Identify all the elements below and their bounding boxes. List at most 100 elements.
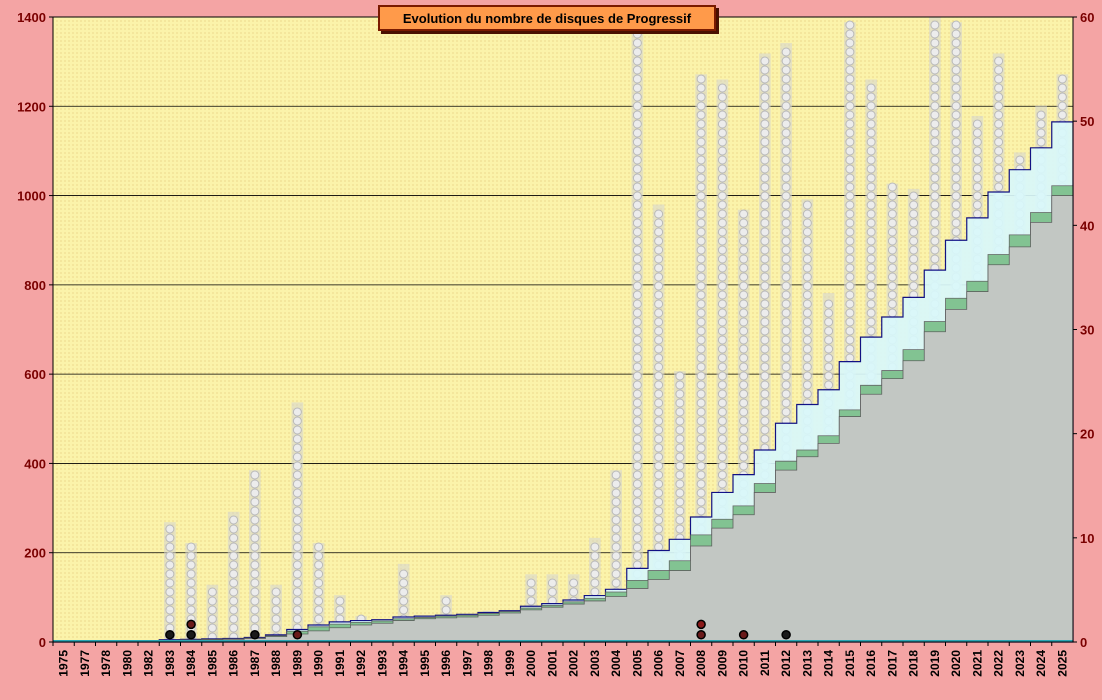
column-dot: [696, 497, 706, 507]
column-dot: [186, 551, 196, 561]
column-dot: [717, 398, 727, 408]
column-dot: [654, 497, 664, 507]
column-dot: [717, 344, 727, 354]
column-dot: [930, 128, 940, 138]
column-dot: [654, 452, 664, 462]
column-dot: [781, 119, 791, 129]
column-dot: [717, 362, 727, 372]
column-dot: [802, 263, 812, 273]
column-dot: [845, 263, 855, 273]
column-dot: [930, 236, 940, 246]
column-dot: [760, 245, 770, 255]
column-dot: [292, 470, 302, 480]
x-tick-label-2018: 2018: [907, 650, 921, 677]
column-dot: [781, 263, 791, 273]
axes-layer: 0 200 400 600 800 1000 1200 1400 0 10 20 30 40 50 60 19…: [17, 10, 1094, 677]
x-tick-label-2016: 2016: [864, 650, 878, 677]
column-dot: [696, 137, 706, 147]
column-dot: [654, 371, 664, 381]
column-dot: [717, 443, 727, 453]
column-dot: [696, 317, 706, 327]
column-dot: [314, 542, 324, 552]
column-dot: [696, 263, 706, 273]
column-dot: [717, 452, 727, 462]
column-dot: [760, 200, 770, 210]
area-series-0: [53, 195, 1074, 643]
column-dot: [972, 128, 982, 138]
column-dot: [972, 191, 982, 201]
column-dot: [250, 614, 260, 624]
column-dot: [845, 182, 855, 192]
column-dot: [292, 497, 302, 507]
column-dot: [951, 137, 961, 147]
column-dot: [654, 461, 664, 471]
column-dot: [802, 254, 812, 264]
column-dot: [760, 308, 770, 318]
column-dot: [845, 74, 855, 84]
column-dot: [632, 452, 642, 462]
column-dot: [909, 236, 919, 246]
column-dot: [696, 308, 706, 318]
column-dot: [866, 155, 876, 165]
column-dot: [802, 326, 812, 336]
column-dot: [845, 56, 855, 66]
column-dot: [951, 83, 961, 93]
column-dot: [845, 308, 855, 318]
column-dot: [951, 38, 961, 48]
column-dot: [292, 452, 302, 462]
column-dot: [760, 254, 770, 264]
column-dot: [632, 164, 642, 174]
column-dot: [760, 236, 770, 246]
column-dot: [696, 389, 706, 399]
column-dot: [760, 182, 770, 192]
column-dot: [930, 137, 940, 147]
column-dot: [611, 551, 621, 561]
x-tick-label-1987: 1987: [248, 650, 262, 677]
column-dot: [824, 353, 834, 363]
column-dot: [335, 605, 345, 615]
column-dot: [760, 272, 770, 282]
column-dot: [696, 407, 706, 417]
column-dot: [887, 281, 897, 291]
column-dot: [930, 227, 940, 237]
column-dot: [739, 254, 749, 264]
column-dot: [292, 461, 302, 471]
column-dot: [802, 308, 812, 318]
column-dot: [972, 182, 982, 192]
column-dot: [845, 119, 855, 129]
column-dot: [887, 209, 897, 219]
column-dot: [781, 92, 791, 102]
x-tick-label-2000: 2000: [524, 650, 538, 677]
column-dot: [930, 119, 940, 129]
column-dot: [696, 506, 706, 516]
column-dot: [632, 407, 642, 417]
y-right-tick-label-3: 30: [1080, 323, 1094, 338]
column-dot: [632, 74, 642, 84]
column-dot: [314, 569, 324, 579]
column-dot: [250, 488, 260, 498]
column-dot: [696, 227, 706, 237]
x-tick-label-1975: 1975: [57, 650, 71, 677]
column-dot: [951, 101, 961, 111]
column-dot: [717, 164, 727, 174]
column-dot: [866, 281, 876, 291]
column-dot: [696, 371, 706, 381]
column-dot: [165, 542, 175, 552]
column-dot: [696, 155, 706, 165]
column-dot: [887, 254, 897, 264]
column-dot: [781, 137, 791, 147]
column-dot: [632, 101, 642, 111]
column-dot: [654, 416, 664, 426]
column-dot: [994, 101, 1004, 111]
column-1985: [206, 584, 219, 642]
column-dot: [760, 317, 770, 327]
column-dot: [739, 227, 749, 237]
column-dot: [824, 308, 834, 318]
column-dot: [632, 290, 642, 300]
column-dot: [632, 254, 642, 264]
column-dot: [994, 137, 1004, 147]
column-dot: [632, 353, 642, 363]
column-dot: [845, 353, 855, 363]
column-dot: [632, 479, 642, 489]
column-dot: [717, 128, 727, 138]
